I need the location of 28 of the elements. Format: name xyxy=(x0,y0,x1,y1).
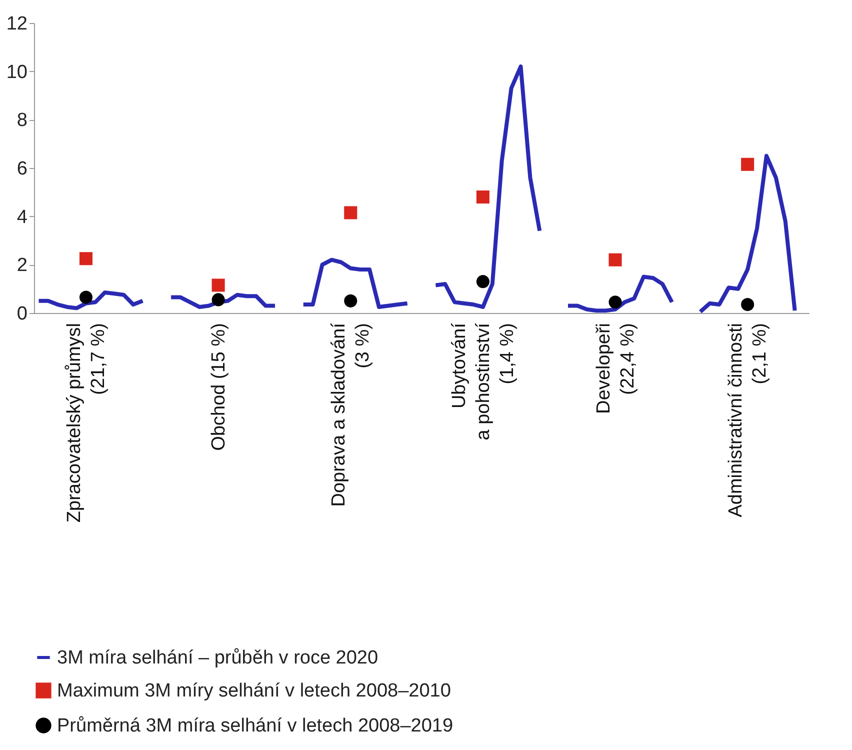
y-tick-label: 8 xyxy=(16,110,28,132)
point xyxy=(741,298,754,312)
point xyxy=(741,158,754,171)
x-tick-label: Administrativní činnosti (2,1 %) xyxy=(726,323,771,518)
point xyxy=(344,206,358,220)
y-tick-label: 10 xyxy=(6,62,28,83)
legend-label: Maximum 3M míry selhání v letech 2008–2010 xyxy=(57,680,451,702)
y-tick-label: 6 xyxy=(16,158,28,180)
legend-label: 3M míra selhání – průběh v roce 2020 xyxy=(57,648,378,668)
y-tick-label: 12 xyxy=(6,14,28,34)
x-tick-label: Ubytování a pohostinství (1,4 %) xyxy=(448,322,518,440)
point xyxy=(608,296,622,309)
point xyxy=(608,253,622,266)
x-tick-label: Doprava a skladování (3 %) xyxy=(328,322,374,507)
x-tick-label: Developeři (22,4 %) xyxy=(593,323,638,414)
y-tick-label: 2 xyxy=(16,255,28,276)
y-tick-label: 4 xyxy=(16,206,28,228)
point xyxy=(476,275,490,288)
point xyxy=(476,190,490,204)
legend-label: Průměrná 3M míra selhání v letech 2008–2019 xyxy=(57,716,454,736)
y-tick-label: 0 xyxy=(16,304,28,324)
x-tick-label: Obchod (15 %) xyxy=(208,323,230,451)
point xyxy=(212,278,225,292)
point xyxy=(79,290,92,304)
point xyxy=(212,293,225,306)
point xyxy=(79,252,92,266)
point xyxy=(344,294,358,308)
x-tick-label: Zpracovatelský průmysl (21,7 %) xyxy=(64,323,109,523)
